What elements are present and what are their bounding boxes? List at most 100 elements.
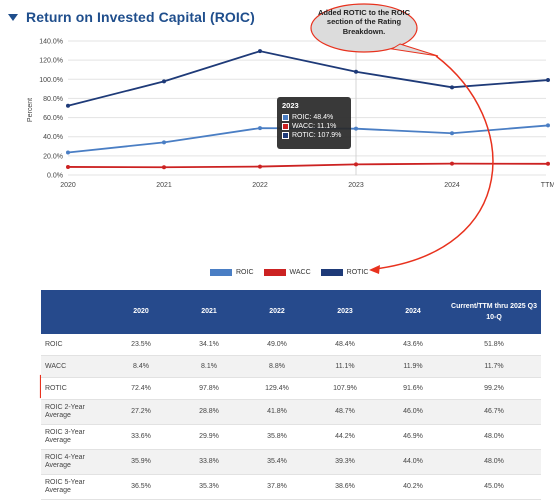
y-tick-label: 20.0% (43, 153, 63, 160)
table-cell: 99.2% (447, 377, 541, 400)
x-tick-label: 2021 (156, 182, 172, 189)
table-cell: 35.3% (175, 474, 243, 500)
x-tick-label: TTM (541, 182, 554, 189)
column-header: Current/TTM thru 2025 Q3 10-Q (447, 290, 541, 334)
table-cell: 91.6% (379, 377, 447, 400)
data-point-roic (546, 123, 550, 128)
tooltip-swatch-roic (282, 114, 289, 121)
data-point-rotic (354, 69, 358, 74)
table-cell: 28.8% (175, 399, 243, 425)
table-cell: 72.4% (107, 377, 175, 400)
data-point-rotic (162, 79, 166, 84)
row-label: ROIC 5-Year Average (41, 474, 107, 500)
table-cell: 8.8% (243, 355, 311, 378)
table-cell: 35.4% (243, 449, 311, 475)
x-tick-label: 2023 (348, 182, 364, 189)
x-tick-label: 2024 (444, 182, 460, 189)
y-tick-label: 120.0% (39, 58, 63, 65)
table-cell: 45.0% (447, 474, 541, 500)
table-cell: 97.8% (175, 377, 243, 400)
table-cell: 48.0% (447, 424, 541, 450)
x-tick-label: 2022 (252, 182, 268, 189)
table-cell: 37.8% (243, 474, 311, 500)
table-cell: 35.8% (243, 424, 311, 450)
table-cell: 48.4% (311, 334, 379, 356)
legend-swatch-roic (210, 268, 232, 276)
tooltip-label-wacc: WACC: 11.1% (292, 123, 337, 130)
tooltip-row-rotic: ROTIC: 107.9% (282, 132, 346, 139)
table-cell: 23.5% (107, 334, 175, 356)
chart-legend: ROIC WACC ROTIC (210, 265, 368, 279)
data-point-rotic (546, 78, 550, 83)
section-header[interactable]: Return on Invested Capital (ROIC) (8, 6, 255, 28)
legend-swatch-rotic (320, 268, 343, 276)
column-header: 2021 (175, 290, 243, 334)
row-label: ROIC (41, 334, 107, 356)
data-point-wacc (66, 164, 70, 169)
table-cell: 11.1% (311, 355, 379, 378)
y-tick-label: 60.0% (43, 115, 63, 122)
column-header: 2024 (379, 290, 447, 334)
data-point-roic (162, 140, 166, 145)
data-point-rotic (450, 85, 454, 90)
table-cell: 129.4% (243, 377, 311, 400)
legend-swatch-wacc (263, 268, 286, 276)
y-tick-label: 140.0% (39, 39, 63, 46)
tooltip-swatch-rotic (282, 132, 289, 139)
table-cell: 8.1% (175, 355, 243, 378)
legend-item-roic[interactable]: ROIC (210, 268, 254, 276)
column-header: 2022 (243, 290, 311, 334)
legend-item-rotic[interactable]: ROTIC (320, 268, 369, 276)
table-cell: 46.7% (447, 399, 541, 425)
chart-tooltip: 2023 ROIC: 48.4% WACC: 11.1% ROTIC: 107.… (277, 97, 351, 149)
y-tick-label: 100.0% (39, 77, 63, 84)
tooltip-label-roic: ROIC: 48.4% (292, 114, 334, 121)
table-row: ROIC 23.5% 34.1% 49.0% 48.4% 43.6% 51.8% (41, 334, 541, 356)
table-cell: 43.6% (379, 334, 447, 356)
tooltip-swatch-wacc (282, 123, 289, 130)
table-row: ROIC 5-Year Average 36.5% 35.3% 37.8% 38… (41, 474, 541, 500)
table-cell: 40.2% (379, 474, 447, 500)
data-point-rotic (258, 49, 262, 54)
data-point-rotic (66, 103, 70, 108)
table-cell: 36.5% (107, 474, 175, 500)
table-cell: 44.0% (379, 449, 447, 475)
table-cell: 11.9% (379, 355, 447, 378)
table-cell: 34.1% (175, 334, 243, 356)
table-cell: 48.7% (311, 399, 379, 425)
data-point-wacc (450, 161, 454, 166)
row-label: ROTIC (41, 377, 107, 400)
column-header: 2020 (107, 290, 175, 334)
caret-down-icon[interactable] (8, 13, 18, 21)
annotation-callout-tail (390, 43, 439, 57)
column-header (41, 290, 107, 334)
data-point-wacc (162, 165, 166, 170)
roic-table: 2020 2021 2022 2023 2024 Current/TTM thr… (41, 290, 541, 500)
data-point-wacc (354, 162, 358, 167)
data-point-roic (258, 126, 262, 131)
section-title: Return on Invested Capital (ROIC) (26, 9, 255, 25)
table-row: ROIC 4-Year Average 35.9% 33.8% 35.4% 39… (41, 449, 541, 475)
y-axis-label: Percent (27, 98, 34, 122)
table-cell: 33.8% (175, 449, 243, 475)
table-cell: 38.6% (311, 474, 379, 500)
table-cell: 46.0% (379, 399, 447, 425)
column-header: 2023 (311, 290, 379, 334)
table-cell: 48.0% (447, 449, 541, 475)
legend-label-rotic: ROTIC (346, 268, 369, 276)
data-point-roic (66, 150, 70, 155)
legend-item-wacc[interactable]: WACC (263, 268, 311, 276)
table-cell: 11.7% (447, 355, 541, 378)
y-tick-label: 40.0% (43, 134, 63, 141)
tooltip-row-wacc: WACC: 11.1% (282, 123, 346, 130)
table-cell: 29.9% (175, 424, 243, 450)
tooltip-label-rotic: ROTIC: 107.9% (292, 132, 342, 139)
table-row: ROIC 3-Year Average 33.6% 29.9% 35.8% 44… (41, 424, 541, 450)
table-row: WACC 8.4% 8.1% 8.8% 11.1% 11.9% 11.7% (41, 355, 541, 378)
table-cell: 41.8% (243, 399, 311, 425)
tooltip-year: 2023 (282, 101, 299, 110)
legend-label-wacc: WACC (289, 268, 311, 276)
y-tick-label: 80.0% (43, 96, 63, 103)
table-cell: 8.4% (107, 355, 175, 378)
table-cell: 51.8% (447, 334, 541, 356)
